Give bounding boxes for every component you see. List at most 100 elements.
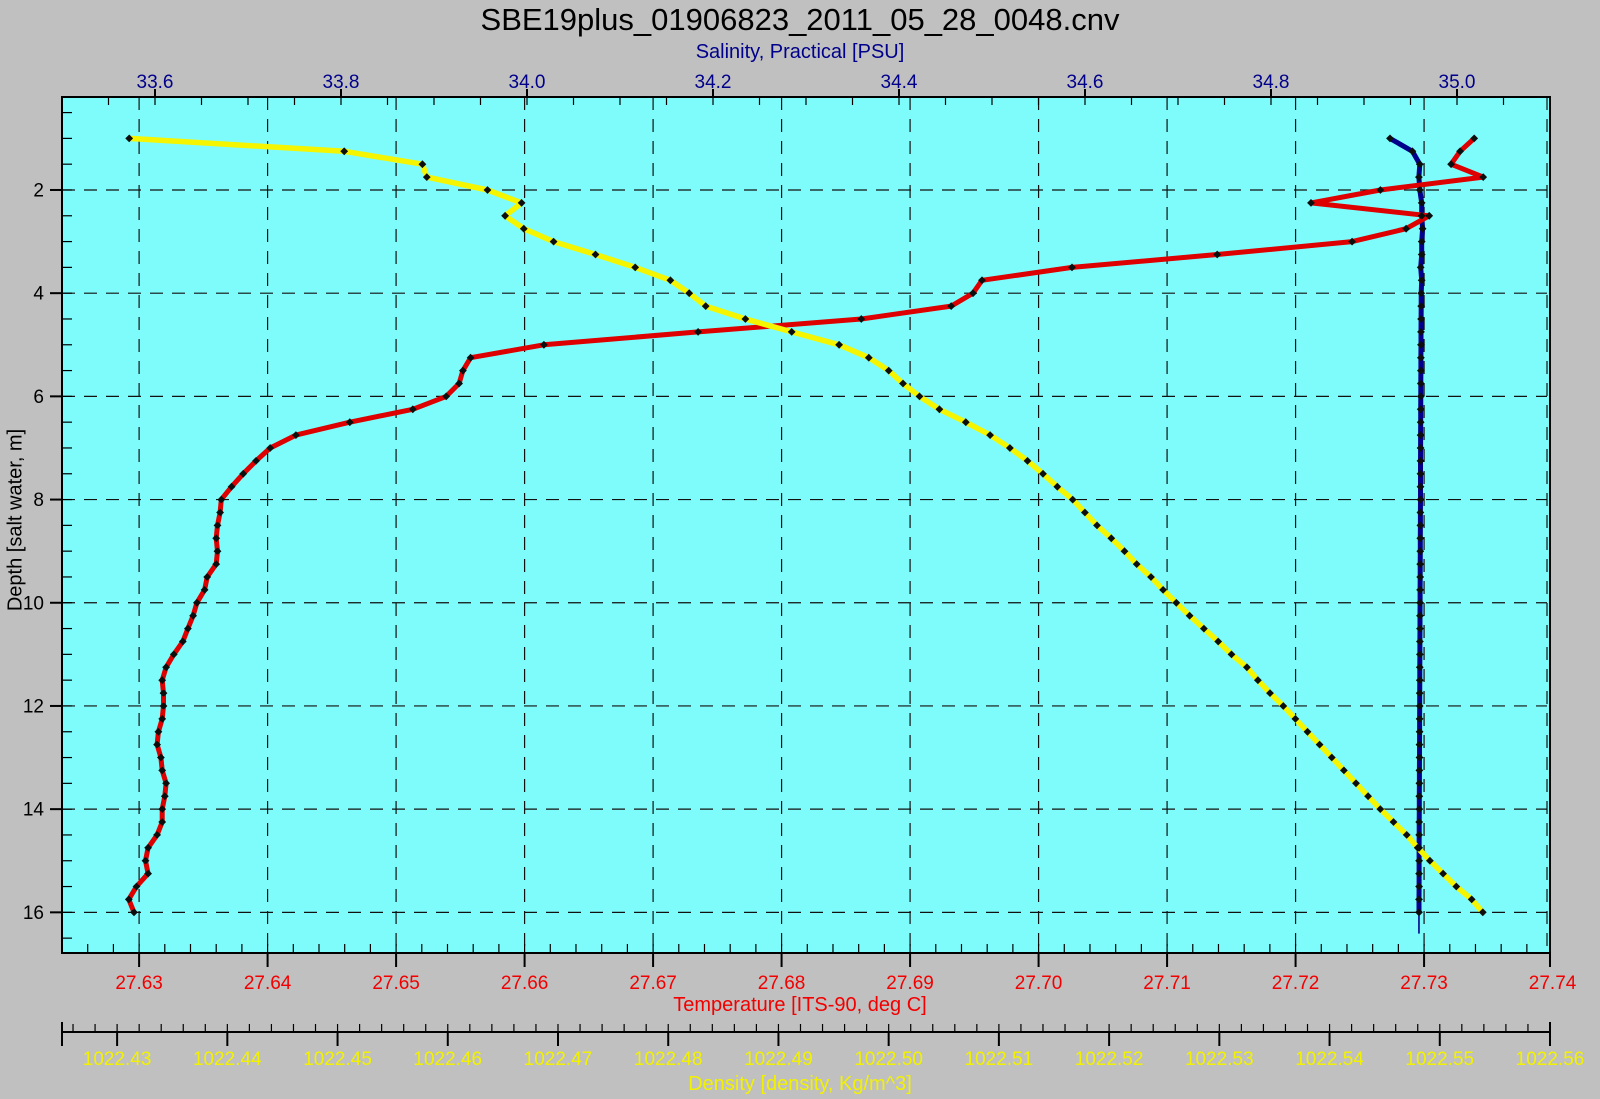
series-temperature-marker xyxy=(1307,199,1315,207)
series-density-marker xyxy=(787,328,796,336)
series-salinity-marker xyxy=(1416,444,1425,452)
series-salinity-marker xyxy=(1415,792,1424,801)
series-density-marker xyxy=(1402,831,1411,839)
series-temperature-marker xyxy=(857,315,866,323)
series-salinity-marker xyxy=(1416,547,1425,556)
depth-tick-label: 6 xyxy=(33,387,44,408)
density-tick-label: 1022.46 xyxy=(413,1049,482,1070)
series-density-marker xyxy=(1023,457,1032,465)
series-salinity-marker xyxy=(1415,779,1424,788)
series-temperature-marker xyxy=(266,444,275,452)
series-salinity-marker xyxy=(1416,534,1425,543)
series-density-marker xyxy=(1413,843,1422,852)
series-salinity-marker xyxy=(1417,237,1426,246)
series-salinity-marker xyxy=(1415,818,1424,826)
temperature-tick-label: 27.67 xyxy=(629,973,677,994)
series-temperature-marker xyxy=(124,895,133,904)
series-density-marker xyxy=(899,379,907,388)
depth-tick-label: 2 xyxy=(33,180,44,201)
density-tick-label: 1022.50 xyxy=(854,1049,923,1070)
temperature-tick-label: 27.74 xyxy=(1529,973,1577,994)
series-salinity-marker xyxy=(1415,766,1424,775)
series-temperature-marker xyxy=(213,547,222,556)
series-density-marker xyxy=(631,263,640,272)
series-temperature-marker xyxy=(1470,134,1479,143)
series-density-marker xyxy=(1200,624,1208,633)
temperature-tick-label: 27.72 xyxy=(1272,973,1320,994)
series-salinity-marker xyxy=(1416,392,1425,401)
density-tick-label: 1022.56 xyxy=(1516,1049,1585,1070)
series-temperature-marker xyxy=(141,856,150,865)
depth-tick-label: 4 xyxy=(33,284,44,305)
salinity-axis-title: Salinity, Practical [PSU] xyxy=(695,41,905,63)
temperature-tick-label: 27.73 xyxy=(1400,973,1448,994)
series-salinity-marker xyxy=(1415,831,1424,839)
series-salinity-marker xyxy=(1416,457,1425,465)
series-temperature-marker xyxy=(158,818,167,826)
series-density-marker xyxy=(935,405,944,414)
series-salinity-marker xyxy=(1417,315,1425,323)
depth-tick-label: 8 xyxy=(33,490,44,511)
series-temperature-marker xyxy=(159,689,168,697)
series-temperature-marker xyxy=(154,727,163,736)
series-density-marker xyxy=(591,250,600,259)
series-temperature-marker xyxy=(1479,173,1488,181)
series-temperature-marker xyxy=(203,573,212,581)
series-salinity-marker xyxy=(1417,302,1426,310)
series-temperature-marker xyxy=(132,882,141,891)
series-temperature-marker xyxy=(169,650,178,659)
series-temperature-marker xyxy=(144,843,152,852)
salinity-tick-label: 34.6 xyxy=(1067,72,1104,93)
series-salinity-marker xyxy=(1417,340,1425,349)
series-salinity-marker xyxy=(1415,186,1424,194)
series-salinity-marker xyxy=(1416,650,1424,659)
series-salinity-marker xyxy=(1417,353,1425,362)
series-temperature-marker xyxy=(157,753,165,762)
series-temperature-marker xyxy=(158,766,167,775)
series-density-marker xyxy=(1214,637,1223,646)
series-density-marker xyxy=(519,224,528,233)
temperature-tick-label: 27.65 xyxy=(372,973,420,994)
page-title: SBE19plus_01906823_2011_05_28_0048.cnv xyxy=(480,2,1120,37)
density-tick-label: 1022.51 xyxy=(965,1049,1034,1070)
density-tick-label: 1022.49 xyxy=(744,1049,813,1070)
series-density-marker xyxy=(1039,469,1047,478)
series-salinity-marker xyxy=(1415,882,1423,891)
density-tick-label: 1022.44 xyxy=(193,1049,262,1070)
series-density-marker xyxy=(1467,895,1476,904)
series-density-marker xyxy=(1172,598,1181,607)
series-salinity-marker xyxy=(1417,199,1426,207)
series-temperature-marker xyxy=(459,366,467,375)
series-temperature-marker xyxy=(158,676,167,685)
series-salinity-marker xyxy=(1415,805,1424,813)
temperature-tick-label: 27.66 xyxy=(501,973,549,994)
series-salinity-marker xyxy=(1415,740,1424,749)
series-density-marker xyxy=(1266,689,1274,697)
series-density-marker xyxy=(1093,521,1101,530)
series-temperature-marker xyxy=(158,715,167,723)
series-salinity-marker xyxy=(1415,702,1424,710)
series-temperature-marker xyxy=(1376,186,1385,194)
series-salinity-marker xyxy=(1418,224,1427,233)
series-temperature-marker xyxy=(466,353,475,362)
series-temperature-marker xyxy=(455,379,463,388)
density-tick-label: 1022.43 xyxy=(83,1049,152,1070)
series-salinity-marker xyxy=(1415,160,1424,169)
series-temperature-marker xyxy=(1447,160,1455,169)
series-density-marker xyxy=(1185,611,1194,620)
series-density-marker xyxy=(1303,727,1312,736)
series-salinity-marker xyxy=(1417,250,1426,259)
depth-tick-label: 12 xyxy=(23,696,44,717)
series-temperature-marker xyxy=(200,586,209,594)
series-density-marker xyxy=(884,366,893,375)
series-density-marker xyxy=(1452,882,1461,891)
series-density-marker xyxy=(701,302,710,310)
series-salinity-marker xyxy=(1417,366,1425,375)
depth-axis-title: Depth [salt water, m] xyxy=(4,428,27,612)
series-temperature-marker xyxy=(227,482,236,491)
series-density-marker xyxy=(422,173,431,181)
series-temperature-marker xyxy=(1425,211,1434,220)
density-tick-label: 1022.45 xyxy=(303,1049,372,1070)
